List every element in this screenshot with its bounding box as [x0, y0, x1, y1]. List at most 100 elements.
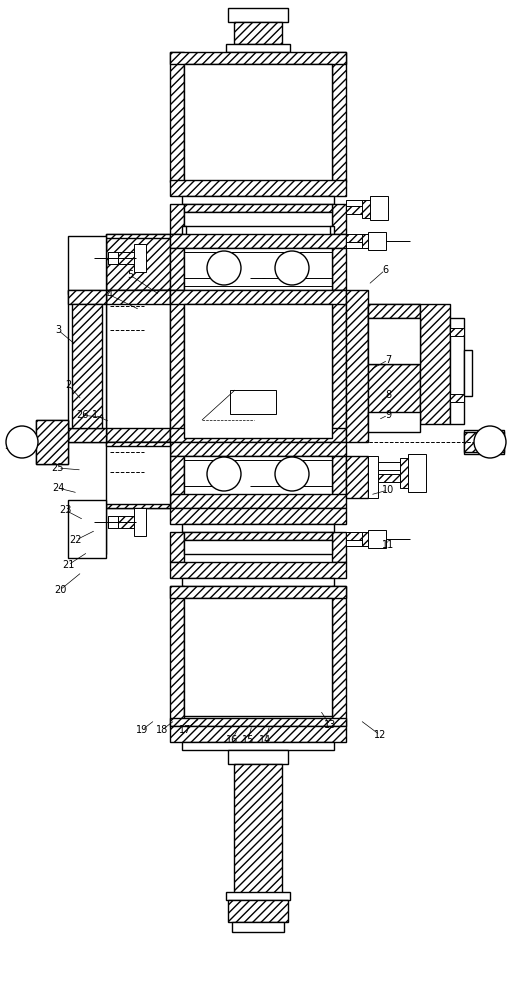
- Text: 13: 13: [324, 720, 336, 730]
- Bar: [36, 420, 68, 464]
- Text: 21: 21: [62, 560, 74, 570]
- Bar: [170, 494, 346, 508]
- Bar: [106, 326, 114, 334]
- Bar: [184, 64, 332, 182]
- Bar: [72, 304, 102, 428]
- Bar: [332, 248, 346, 290]
- Bar: [346, 234, 368, 242]
- Bar: [362, 234, 374, 248]
- Bar: [182, 742, 334, 750]
- Bar: [184, 204, 332, 212]
- Bar: [332, 586, 346, 726]
- Bar: [118, 516, 136, 528]
- Text: 17: 17: [179, 725, 191, 735]
- Bar: [184, 304, 332, 438]
- Bar: [378, 462, 408, 470]
- Circle shape: [6, 426, 38, 458]
- Bar: [368, 318, 420, 364]
- Bar: [346, 540, 368, 546]
- Text: 4: 4: [107, 290, 113, 300]
- Text: 19: 19: [136, 725, 148, 735]
- Bar: [332, 204, 346, 234]
- Bar: [184, 598, 332, 716]
- Bar: [68, 500, 106, 558]
- Bar: [184, 540, 332, 554]
- Bar: [330, 226, 334, 234]
- Bar: [170, 586, 346, 598]
- Bar: [362, 532, 374, 546]
- Bar: [346, 242, 368, 248]
- Bar: [368, 232, 386, 250]
- Bar: [106, 504, 170, 508]
- Text: 7: 7: [385, 355, 391, 365]
- Bar: [182, 524, 334, 532]
- Bar: [170, 290, 346, 304]
- Bar: [170, 234, 346, 248]
- Text: 24: 24: [52, 483, 64, 493]
- Bar: [170, 428, 346, 442]
- Bar: [144, 320, 160, 330]
- Circle shape: [207, 251, 241, 285]
- Bar: [464, 432, 504, 452]
- Bar: [72, 504, 106, 554]
- Text: 26: 26: [76, 410, 88, 420]
- Bar: [182, 226, 186, 234]
- Bar: [228, 900, 288, 922]
- Bar: [170, 586, 184, 726]
- Bar: [36, 420, 68, 464]
- Bar: [144, 442, 160, 456]
- Bar: [68, 236, 106, 294]
- Bar: [226, 892, 290, 900]
- Bar: [68, 290, 106, 304]
- Bar: [332, 290, 346, 442]
- Bar: [346, 200, 368, 206]
- Text: 6: 6: [382, 265, 388, 275]
- Text: 8: 8: [385, 390, 391, 400]
- Bar: [170, 562, 346, 578]
- Bar: [134, 508, 146, 536]
- Bar: [106, 290, 170, 442]
- Bar: [134, 244, 146, 272]
- Bar: [408, 454, 426, 492]
- Text: 3: 3: [55, 325, 61, 335]
- Circle shape: [207, 457, 241, 491]
- Bar: [170, 248, 184, 290]
- Bar: [106, 442, 170, 508]
- Bar: [362, 200, 376, 218]
- Bar: [368, 456, 378, 498]
- Bar: [68, 428, 106, 442]
- Bar: [346, 532, 368, 540]
- Bar: [332, 532, 346, 562]
- Text: 23: 23: [59, 505, 71, 515]
- Bar: [108, 516, 118, 528]
- Bar: [332, 456, 346, 498]
- Bar: [230, 390, 276, 414]
- Bar: [106, 234, 170, 290]
- Bar: [226, 44, 290, 52]
- Bar: [378, 474, 408, 482]
- Text: 22: 22: [70, 535, 82, 545]
- Bar: [182, 196, 334, 204]
- Bar: [346, 290, 368, 442]
- Bar: [420, 304, 450, 424]
- Text: 16: 16: [226, 735, 238, 745]
- Text: 15: 15: [242, 735, 254, 745]
- Circle shape: [474, 426, 506, 458]
- Bar: [370, 196, 388, 220]
- Bar: [106, 442, 170, 446]
- Bar: [368, 412, 420, 432]
- Bar: [400, 458, 414, 488]
- Bar: [170, 456, 184, 498]
- Bar: [368, 530, 386, 548]
- Bar: [118, 252, 136, 264]
- Circle shape: [275, 457, 309, 491]
- Text: 14: 14: [259, 735, 271, 745]
- Bar: [346, 456, 368, 498]
- Bar: [464, 430, 504, 454]
- Bar: [106, 428, 170, 442]
- Bar: [136, 290, 170, 344]
- Bar: [106, 448, 114, 456]
- Bar: [450, 328, 464, 336]
- Bar: [450, 394, 464, 402]
- Bar: [368, 304, 420, 364]
